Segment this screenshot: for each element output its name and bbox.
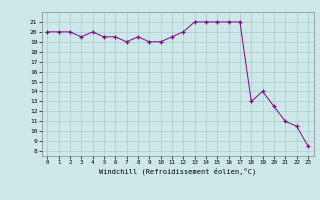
X-axis label: Windchill (Refroidissement éolien,°C): Windchill (Refroidissement éolien,°C)	[99, 168, 256, 175]
